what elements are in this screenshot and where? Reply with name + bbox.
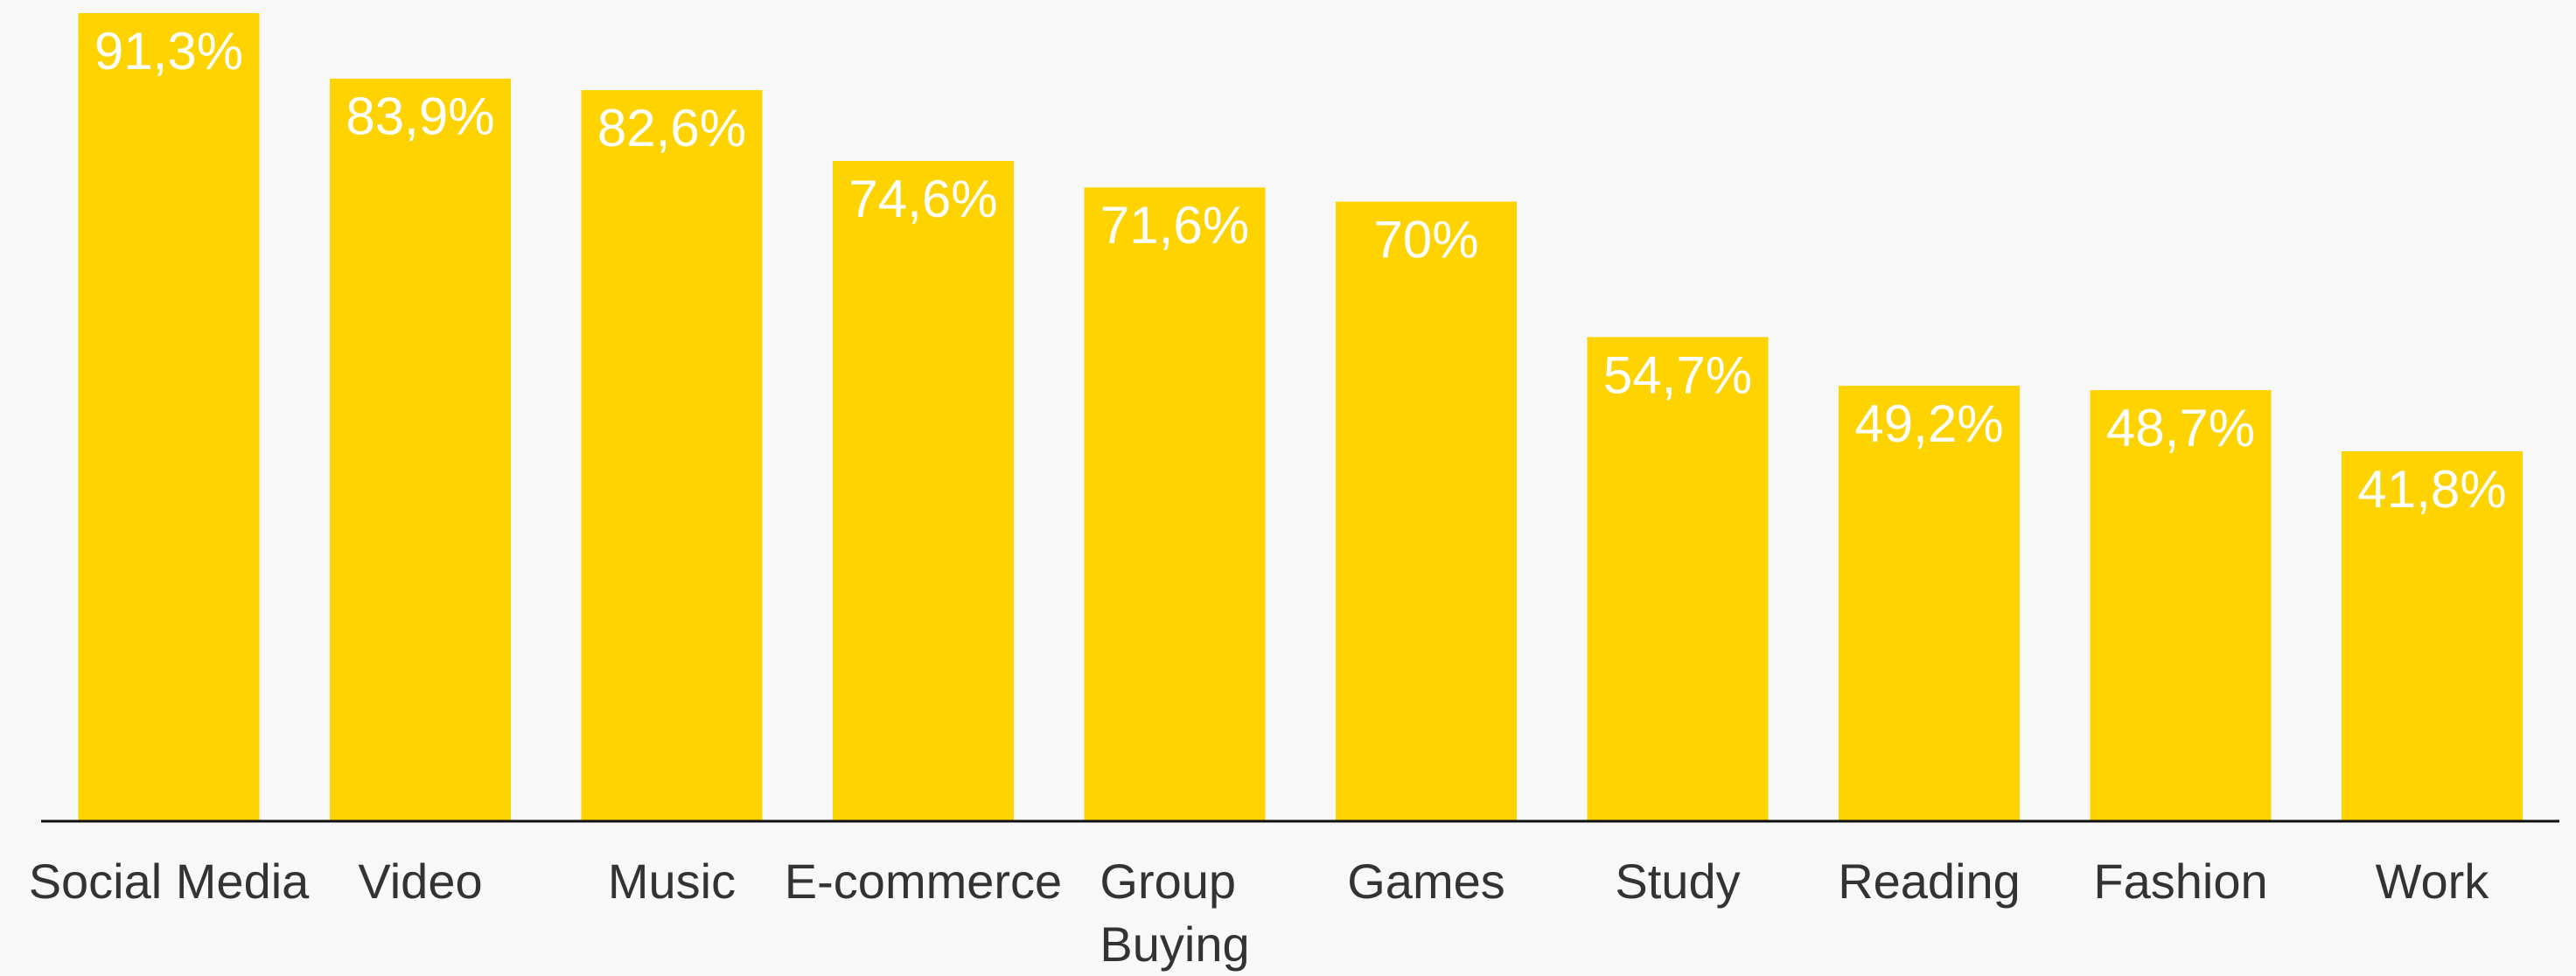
x-tick-label: Group Buying bbox=[1100, 854, 1249, 972]
bar bbox=[78, 13, 260, 821]
value-label: 70% bbox=[1373, 210, 1478, 268]
bar bbox=[581, 90, 763, 821]
value-label: 71,6% bbox=[1100, 196, 1249, 254]
bar bbox=[833, 161, 1014, 821]
value-label: 74,6% bbox=[848, 170, 997, 228]
x-tick-label: E-commerce bbox=[785, 854, 1062, 909]
value-label: 54,7% bbox=[1603, 345, 1752, 404]
bar bbox=[1336, 201, 1517, 821]
x-tick-label: Video bbox=[358, 854, 482, 909]
x-tick-label: Games bbox=[1347, 854, 1505, 909]
bar bbox=[2090, 390, 2272, 821]
bar bbox=[1587, 337, 1769, 821]
value-label: 49,2% bbox=[1854, 394, 2003, 453]
x-tick-label: Music bbox=[608, 854, 736, 909]
value-label: 83,9% bbox=[346, 87, 494, 146]
value-label: 82,6% bbox=[597, 99, 746, 157]
bar bbox=[330, 78, 511, 822]
bar bbox=[1084, 187, 1266, 822]
x-tick-label: Reading bbox=[1838, 854, 2021, 909]
bar bbox=[2342, 450, 2523, 821]
x-tick-label: Work bbox=[2376, 854, 2490, 909]
value-label: 41,8% bbox=[2357, 460, 2506, 519]
x-tick-label: Social Media bbox=[29, 854, 310, 909]
x-tick-label: Fashion bbox=[2093, 854, 2267, 909]
value-label: 91,3% bbox=[94, 22, 243, 80]
x-tick-label: Study bbox=[1615, 854, 1740, 909]
value-label: 48,7% bbox=[2106, 399, 2255, 457]
bar bbox=[1839, 386, 2020, 821]
